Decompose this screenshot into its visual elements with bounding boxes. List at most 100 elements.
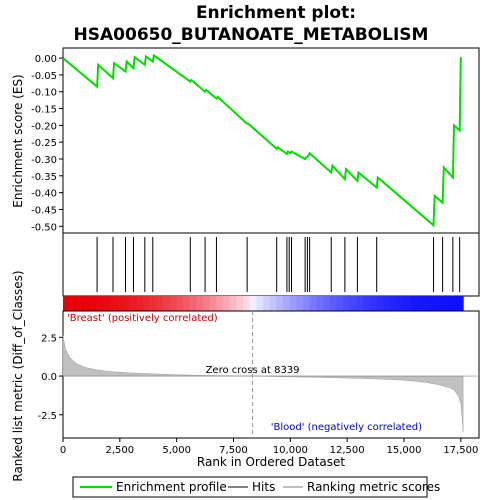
color-bar-segment [303,296,311,311]
color-bar-segment [256,296,264,311]
metric-y-tick-label: 0.0 [41,372,57,383]
metric-y-axis-label: Ranked list metric (Diff_of_Classes) [11,270,25,481]
color-bar-segment [443,296,451,311]
color-bar-segment [156,296,164,311]
metric-x-tick-label: 5,000 [162,445,191,456]
color-bar-segment [123,296,131,311]
chart-legend: Enrichment profile Hits Ranking metric s… [72,476,440,498]
es-y-tick-label: -0.50 [31,222,57,233]
metric-x-tick-label: 12,500 [330,445,365,456]
color-bar-segment [369,296,378,311]
color-bar-segment [96,296,104,311]
color-bar-segment [196,296,204,311]
metric-y-axis: 2.5 0.0 -2.5 [37,333,63,422]
color-bar-segment [396,296,404,311]
metric-y-tick-label: -2.5 [37,411,57,422]
es-y-tick-label: 0.00 [35,54,57,65]
color-bar-segment [136,296,144,311]
color-bar-segment [169,296,177,311]
color-bar-segment [76,296,84,311]
color-bar-segment [263,296,271,311]
color-bar-segment [143,296,151,311]
color-bar-segment [129,296,137,311]
color-bar-segment [216,296,224,311]
metric-x-tick-label: 17,500 [443,445,478,456]
es-y-axis-label: Enrichment score (ES) [11,74,25,207]
color-bar-segment [316,296,324,311]
es-y-axis: 0.00 -0.05 -0.10 -0.15 -0.20 -0.25 -0.30 -0.35 -… [31,54,63,233]
color-bar-segment [403,296,411,311]
chart-title-line-2: HSA00650_BUTANOATE_METABOLISM [74,25,429,45]
color-bar-segment [276,296,284,311]
enrichment-profile-line [62,53,462,228]
color-bar-segment [176,296,184,311]
legend-frame [72,476,428,498]
metric-x-tick-label: 7,500 [219,445,248,456]
chart-title-line-1: Enrichment plot: [196,3,356,23]
positive-class-label: 'Breast' (positively correlated) [67,313,218,324]
color-bar-segment [283,296,291,311]
es-y-tick-label: -0.30 [31,155,57,166]
es-y-tick-label: -0.10 [31,88,57,99]
es-y-tick-label: -0.15 [31,105,57,116]
legend-label-enrichment-profile: Enrichment profile [116,480,227,494]
color-bar-segment [149,296,157,311]
color-bar-segment [63,296,71,311]
metric-x-tick-label: 15,000 [386,445,421,456]
color-bar-segment [243,296,251,311]
zero-cross-label: Zero cross at 8339 [206,365,300,376]
color-bar-segment [309,296,317,311]
ranking-metric-area [62,335,464,432]
es-panel-frame [62,47,480,234]
color-bar-segment [383,296,391,311]
metric-y-tick-label: 2.5 [41,333,57,344]
color-bar-segment [163,296,171,311]
metric-x-tick-label: 2,500 [106,445,135,456]
color-bar-segment [103,296,111,311]
color-bar-segment [223,296,231,311]
es-y-tick-label: -0.40 [31,189,57,200]
color-bar-segment [89,296,97,311]
metric-x-axis: 0 2,500 5,000 7,500 10,000 12,500 15,000 17,500 [60,438,478,456]
hit-marks [96,237,461,292]
color-bar-segment [109,296,117,311]
es-y-tick-label: -0.05 [31,71,57,82]
es-y-tick-label: -0.35 [31,172,57,183]
es-y-tick-label: -0.25 [31,138,57,149]
color-bar-segment [423,296,431,311]
metric-x-axis-label: Rank in Ordered Dataset [197,455,345,469]
color-bar-segment [363,296,371,311]
color-bar-segment [449,296,458,311]
hits-panel-frame [62,232,480,297]
color-bar-segment [456,296,464,311]
color-bar-segment [69,296,77,311]
metric-panel: Zero cross at 8339 'Breast' (positively … [11,270,480,482]
color-bar-segment [269,296,277,311]
color-bar-segment [343,296,351,311]
es-y-tick-label: -0.45 [31,205,57,216]
color-bar-segment [429,296,438,311]
color-bar-segment [436,296,444,311]
color-bar-segment [83,296,91,311]
color-bar-segment [376,296,384,311]
es-y-tick-label: -0.20 [31,121,57,132]
color-bar-segment [296,296,304,311]
metric-x-tick-label: 0 [60,445,66,456]
color-bar-segment [183,296,191,311]
color-bar-segment [229,296,237,311]
es-panel: 0.00 -0.05 -0.10 -0.15 -0.20 -0.25 -0.30 -0.35 -… [11,47,480,234]
legend-label-ranking-metric: Ranking metric scores [307,480,440,494]
color-bar-segment [249,296,257,311]
color-bar-segment [189,296,197,311]
color-bar-segment [203,296,211,311]
color-bar-segment [389,296,398,311]
color-bar-segment [336,296,344,311]
color-bar-segment [349,296,357,311]
color-bar-segment [409,296,418,311]
color-bar-segment [209,296,217,311]
hits-panel [62,232,480,297]
color-bar-segment [236,296,244,311]
color-bar-segment [116,296,124,311]
color-bar-segment [329,296,337,311]
